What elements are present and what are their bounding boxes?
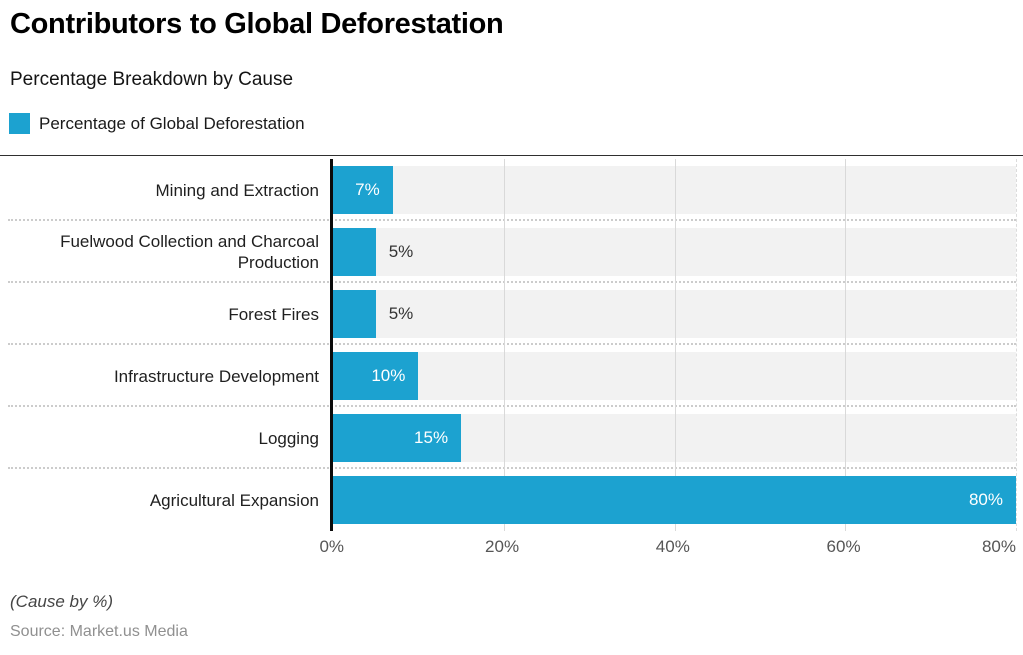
bar-plot-cell: 80% — [330, 469, 1016, 531]
bar-plot-cell: 5% — [330, 283, 1016, 345]
value-label: 10% — [371, 366, 406, 385]
bar-track: 80% — [333, 476, 1016, 524]
bar-track: 7% — [333, 166, 1016, 214]
legend-label: Percentage of Global Deforestation — [39, 113, 305, 133]
bar[interactable]: 80% — [333, 476, 1016, 524]
value-label: 5% — [388, 242, 414, 261]
category-label: Logging — [258, 428, 319, 448]
chart-row: Logging 15% — [0, 407, 1023, 469]
x-axis-tick-label: 60% — [826, 537, 861, 556]
category-label: Fuelwood Collection and Charcoal Product… — [60, 232, 319, 272]
bar[interactable]: 15% — [333, 414, 462, 462]
page-title: Contributors to Global Deforestation — [10, 8, 504, 40]
legend-swatch-icon — [9, 113, 30, 134]
chart-row: Fuelwood Collection and Charcoal Product… — [0, 221, 1023, 283]
bar[interactable]: 10% — [333, 352, 419, 400]
y-axis-line — [330, 159, 333, 531]
source-text: Source: Market.us Media — [10, 623, 188, 640]
bar-plot-cell: 15% — [330, 407, 1016, 469]
x-axis-tick-label: 40% — [655, 537, 690, 556]
category-label: Forest Fires — [228, 304, 319, 324]
bar[interactable] — [333, 228, 376, 276]
plot-top-divider — [0, 155, 1023, 156]
value-label: 5% — [388, 304, 414, 323]
category-label: Mining and Extraction — [155, 180, 319, 200]
x-axis-tick-label: 20% — [485, 537, 520, 556]
legend[interactable]: Percentage of Global Deforestation — [9, 113, 305, 134]
bar-track: 5% — [333, 290, 1016, 338]
bar-track: 15% — [333, 414, 1016, 462]
bar[interactable] — [333, 290, 376, 338]
chart-row: Agricultural Expansion 80% — [0, 469, 1023, 531]
value-label: 7% — [355, 180, 380, 199]
page-subtitle: Percentage Breakdown by Cause — [10, 69, 294, 90]
x-axis-tick-label: 0% — [319, 537, 345, 556]
bar-chart: Mining and Extraction 7% Fuelwood Collecti… — [0, 159, 1023, 531]
category-label: Infrastructure Development — [113, 366, 319, 386]
category-label: Agricultural Expansion — [149, 490, 319, 510]
bar-plot-cell: 5% — [330, 221, 1016, 283]
value-label: 80% — [968, 490, 1003, 509]
bar[interactable]: 7% — [333, 166, 393, 214]
chart-row: Infrastructure Development 10% — [0, 345, 1023, 407]
bar-plot-cell: 10% — [330, 345, 1016, 407]
axis-footnote: (Cause by %) — [10, 592, 113, 611]
x-axis-tick-label: 80% — [981, 537, 1016, 556]
bar-track: 5% — [333, 228, 1016, 276]
x-axis: 0% 20% 40% 60% 80% — [0, 537, 1023, 559]
bar-plot-cell: 7% — [330, 159, 1016, 221]
value-label: 15% — [414, 428, 449, 447]
bar-track: 10% — [333, 352, 1016, 400]
chart-row: Mining and Extraction 7% — [0, 159, 1023, 221]
chart-row: Forest Fires 5% — [0, 283, 1023, 345]
